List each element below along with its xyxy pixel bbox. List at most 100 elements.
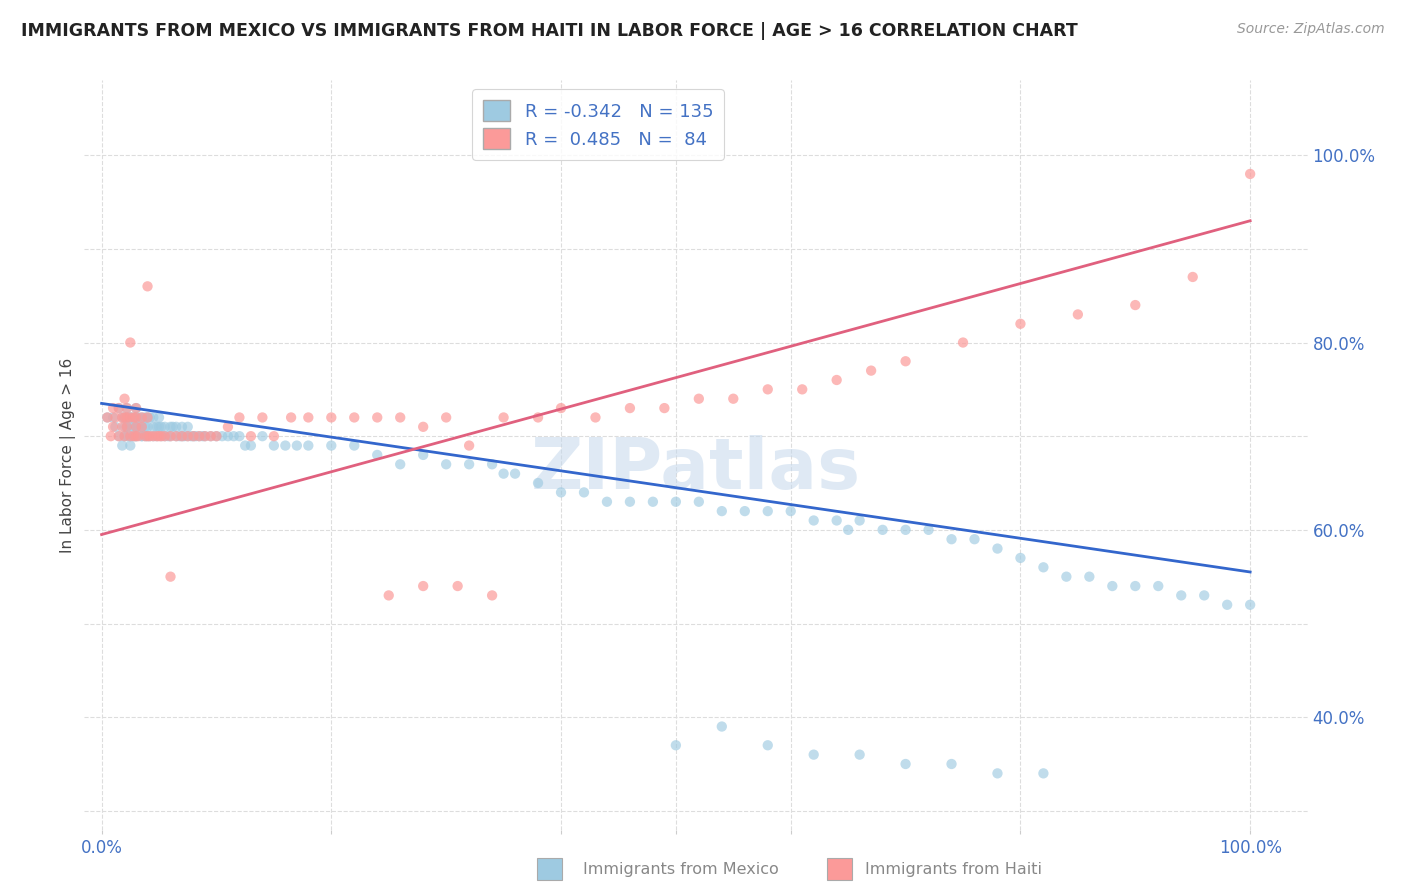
- Point: [377, 589, 399, 603]
- Point: [1067, 307, 1090, 322]
- Point: [641, 494, 664, 508]
- Point: [125, 401, 148, 416]
- Point: [142, 429, 165, 443]
- Point: [136, 429, 159, 443]
- Point: [114, 410, 136, 425]
- Point: [779, 504, 801, 518]
- Point: [159, 570, 181, 584]
- Point: [412, 579, 434, 593]
- Point: [108, 429, 131, 443]
- Point: [127, 410, 149, 425]
- Point: [963, 532, 986, 546]
- Point: [104, 420, 127, 434]
- Point: [585, 410, 607, 425]
- Point: [211, 429, 233, 443]
- Point: [139, 429, 162, 443]
- Point: [125, 429, 148, 443]
- Point: [188, 429, 211, 443]
- Point: [145, 429, 167, 443]
- Point: [111, 410, 134, 425]
- Point: [170, 429, 193, 443]
- Point: [252, 429, 274, 443]
- Point: [205, 429, 228, 443]
- Point: [1010, 551, 1032, 566]
- Point: [131, 429, 153, 443]
- Point: [550, 401, 572, 416]
- Point: [825, 514, 848, 528]
- Point: [274, 439, 297, 453]
- Point: [1181, 269, 1204, 284]
- Point: [114, 429, 136, 443]
- Point: [127, 429, 149, 443]
- Point: [458, 457, 481, 471]
- Point: [170, 420, 193, 434]
- Point: [125, 429, 148, 443]
- Point: [1147, 579, 1170, 593]
- Point: [148, 420, 170, 434]
- Point: [162, 420, 184, 434]
- Text: Source: ZipAtlas.com: Source: ZipAtlas.com: [1237, 22, 1385, 37]
- Point: [688, 392, 710, 406]
- Point: [169, 429, 191, 443]
- Point: [145, 420, 167, 434]
- Point: [239, 439, 262, 453]
- Point: [792, 383, 814, 397]
- Point: [115, 429, 138, 443]
- Point: [101, 401, 124, 416]
- Point: [120, 439, 142, 453]
- Point: [159, 429, 181, 443]
- Point: [1239, 598, 1261, 612]
- Point: [142, 410, 165, 425]
- Point: [285, 439, 308, 453]
- Point: [619, 401, 641, 416]
- Point: [343, 439, 366, 453]
- Point: [492, 410, 515, 425]
- Point: [321, 439, 343, 453]
- Point: [1054, 570, 1077, 584]
- Point: [120, 410, 142, 425]
- Point: [894, 523, 917, 537]
- Point: [136, 410, 159, 425]
- Point: [848, 514, 870, 528]
- Point: [159, 420, 181, 434]
- Point: [1170, 589, 1192, 603]
- Point: [710, 504, 733, 518]
- Point: [252, 410, 274, 425]
- Point: [131, 420, 153, 434]
- Point: [115, 401, 138, 416]
- Point: [101, 410, 124, 425]
- Point: [114, 392, 136, 406]
- Point: [1101, 579, 1123, 593]
- Point: [108, 401, 131, 416]
- Point: [1123, 298, 1146, 312]
- Point: [122, 410, 145, 425]
- Point: [125, 410, 148, 425]
- Point: [1032, 766, 1054, 780]
- Point: [142, 429, 165, 443]
- Point: [200, 429, 222, 443]
- Point: [217, 429, 239, 443]
- Point: [481, 457, 503, 471]
- Point: [125, 420, 148, 434]
- Point: [837, 523, 859, 537]
- Point: [756, 504, 779, 518]
- Point: [108, 401, 131, 416]
- Point: [120, 429, 142, 443]
- Point: [446, 579, 468, 593]
- Point: [665, 739, 688, 753]
- Point: [343, 410, 366, 425]
- Y-axis label: In Labor Force | Age > 16: In Labor Force | Age > 16: [60, 358, 76, 552]
- Point: [941, 532, 963, 546]
- Point: [157, 429, 180, 443]
- Point: [803, 514, 825, 528]
- Point: [108, 429, 131, 443]
- Point: [872, 523, 894, 537]
- Point: [96, 410, 118, 425]
- Point: [150, 420, 173, 434]
- Point: [125, 410, 148, 425]
- Point: [104, 410, 127, 425]
- Point: [434, 457, 457, 471]
- Point: [120, 410, 142, 425]
- Point: [100, 429, 122, 443]
- Point: [139, 410, 162, 425]
